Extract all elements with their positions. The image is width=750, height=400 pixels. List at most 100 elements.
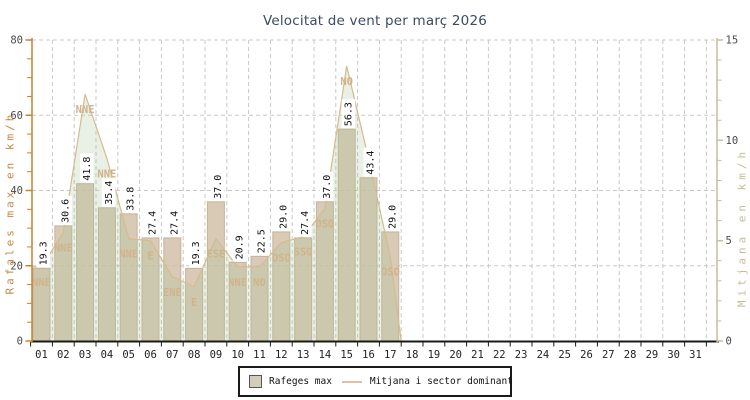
left-axis-label: Rafales max en km/h (3, 111, 17, 295)
svg-text:35.4: 35.4 (104, 181, 115, 205)
x-tick-label: 14 (319, 349, 332, 361)
svg-text:33.8: 33.8 (126, 187, 137, 211)
svg-text:0: 0 (726, 336, 732, 348)
mean-area (32, 65, 402, 342)
value-label: 37.0 (319, 171, 334, 201)
value-label: 29.0 (385, 201, 399, 231)
x-tick-label: 10 (231, 349, 244, 361)
svg-text:20: 20 (10, 260, 23, 272)
legend: Rafeges max Mitjana i sector dominant (238, 366, 513, 397)
direction-label: NNE (76, 104, 95, 116)
value-label: 22.5 (254, 226, 268, 256)
legend-bar-label: Rafeges max (269, 376, 332, 387)
value-label: 29.0 (276, 201, 290, 231)
x-tick-label: 28 (624, 349, 637, 361)
right-axis-label: Mitjana en km/h (735, 147, 749, 308)
svg-text:30.6: 30.6 (60, 199, 71, 223)
svg-text:22.5: 22.5 (257, 229, 268, 253)
x-tick-label: 27 (602, 349, 615, 361)
x-tick-label: 23 (515, 349, 528, 361)
value-label: 56.3 (341, 99, 356, 129)
svg-text:20.9: 20.9 (235, 235, 246, 259)
direction-label: NNE (228, 277, 247, 289)
svg-text:60: 60 (10, 110, 23, 122)
x-tick-label: 13 (297, 349, 310, 361)
direction-label: NNE (119, 249, 138, 261)
x-tick-label: 21 (471, 349, 484, 361)
gridlines (32, 39, 717, 341)
direction-label: E (191, 297, 197, 309)
x-tick-label: 17 (384, 349, 397, 361)
svg-text:40: 40 (10, 185, 23, 197)
value-label: 43.4 (363, 147, 377, 177)
svg-text:15: 15 (726, 35, 739, 47)
x-tick-label: 20 (449, 349, 462, 361)
legend-line-label: Mitjana i sector dominant (369, 376, 513, 387)
value-label: 19.3 (36, 238, 50, 268)
x-tick-label: 24 (537, 349, 550, 361)
x-tick-label: 11 (253, 349, 266, 361)
x-tick-label: 25 (558, 349, 571, 361)
direction-label: E (147, 251, 153, 263)
x-tick-label: 30 (667, 349, 680, 361)
x-tick-label: 06 (144, 349, 157, 361)
chart-title: Velocitat de vent per març 2026 (262, 13, 488, 29)
direction-label: NO (253, 277, 266, 289)
x-tick-label: 09 (210, 349, 223, 361)
svg-text:37.0: 37.0 (322, 175, 333, 199)
value-label: 27.4 (167, 207, 181, 237)
svg-text:19.3: 19.3 (39, 241, 50, 265)
svg-text:29.0: 29.0 (278, 205, 289, 229)
bar-series-swatch (249, 375, 262, 388)
x-tick-label: 02 (57, 349, 70, 361)
value-label: 27.4 (145, 207, 159, 237)
svg-text:19.3: 19.3 (191, 241, 202, 265)
x-tick-label: 16 (362, 349, 375, 361)
direction-label: ESE (206, 249, 225, 261)
x-tick-label: 19 (428, 349, 441, 361)
x-tick-label: 07 (166, 349, 179, 361)
svg-text:80: 80 (10, 35, 23, 47)
direction-label: NNE (97, 168, 116, 180)
svg-text:27.4: 27.4 (169, 211, 180, 235)
direction-label: OSO (315, 219, 334, 231)
x-tick-label: 26 (580, 349, 593, 361)
direction-label: OSO (272, 253, 291, 265)
value-label: 20.9 (232, 232, 247, 262)
value-label: 35.4 (101, 177, 116, 207)
svg-text:10: 10 (726, 135, 739, 147)
x-tick-label: 03 (79, 349, 92, 361)
value-labels: 19.3 30.6 41.8 35.4 33.8 27.4 27.4 19.3 37.0 20.9… (36, 99, 399, 268)
svg-text:0: 0 (17, 336, 23, 348)
x-tick-label: 04 (101, 349, 114, 361)
svg-text:43.4: 43.4 (366, 151, 377, 175)
bars (32, 128, 400, 342)
direction-label: OSO (381, 267, 400, 279)
x-tick-label: 18 (406, 349, 419, 361)
x-tick-label: 01 (35, 349, 48, 361)
value-label: 19.3 (189, 238, 203, 268)
svg-text:29.0: 29.0 (387, 205, 398, 229)
svg-text:37.0: 37.0 (213, 175, 224, 199)
svg-text:41.8: 41.8 (82, 157, 93, 181)
x-tick-label: 22 (493, 349, 506, 361)
svg-text:27.4: 27.4 (148, 211, 159, 235)
direction-label: NO (340, 76, 353, 88)
value-label: 37.0 (210, 171, 225, 201)
direction-label: ENE (163, 287, 182, 299)
x-tick-label: 05 (122, 349, 135, 361)
value-label: 41.8 (80, 153, 94, 183)
value-label: 33.8 (123, 183, 138, 213)
direction-label: NNE (54, 243, 73, 255)
line-series-swatch (341, 380, 362, 383)
x-tick-label: 12 (275, 349, 288, 361)
x-tick-label: 08 (188, 349, 201, 361)
svg-text:5: 5 (726, 235, 732, 247)
value-label: 30.6 (58, 195, 72, 225)
x-tick-label: 15 (340, 349, 353, 361)
direction-label: NNE (32, 277, 51, 289)
